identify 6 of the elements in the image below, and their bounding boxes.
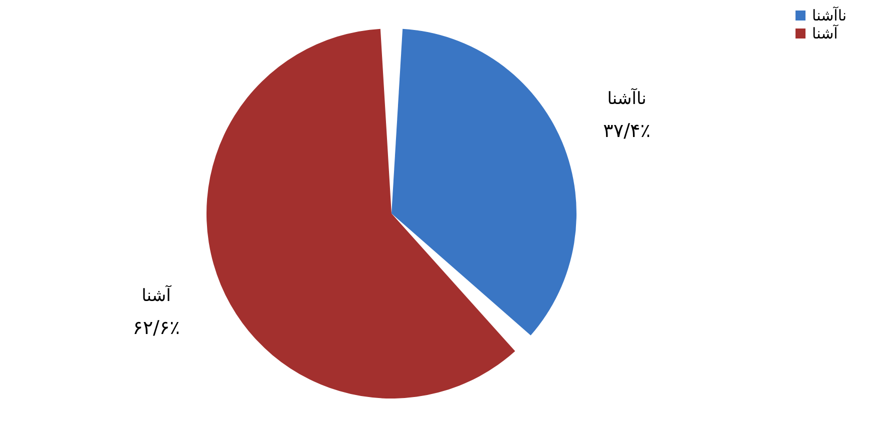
data-label: ۳۷/۴٪ bbox=[603, 120, 650, 142]
slice-label: آشنا bbox=[142, 284, 172, 306]
legend-label: ناآشنا bbox=[812, 6, 847, 24]
data-label: ۶۲/۶٪ bbox=[132, 316, 180, 339]
slice-label: ناآشنا bbox=[607, 88, 646, 110]
legend-label: آشنا bbox=[812, 24, 839, 42]
